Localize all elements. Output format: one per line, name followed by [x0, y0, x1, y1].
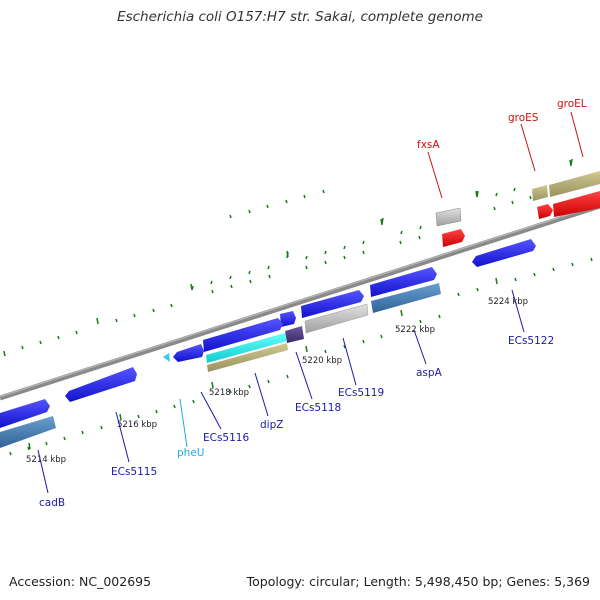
ECs5118-gene[interactable]	[280, 311, 304, 343]
kbp-label-5224: 5224 kbp	[488, 297, 528, 307]
map-title: Escherichia coli O157:H7 str. Sakai, com…	[117, 9, 483, 25]
label-ECs5118: ECs5118	[295, 402, 341, 414]
genome-backbone	[0, 203, 600, 401]
label-ECs5122: ECs5122	[508, 335, 554, 347]
cadB-gene[interactable]	[0, 399, 56, 448]
kbp-label-5220: 5220 kbp	[302, 356, 342, 366]
label-ECs5116: ECs5116	[203, 432, 249, 444]
kbp-label-5222: 5222 kbp	[395, 325, 435, 335]
accession-text: Accession: NC_002695	[9, 574, 152, 589]
label-aspA: aspA	[416, 367, 443, 379]
gene-labels: cadB ECs5115 pheU ECs5116 dipZ ECs5118 E…	[39, 98, 587, 509]
groES-feature[interactable]	[532, 185, 553, 219]
groEL-feature[interactable]	[549, 171, 600, 217]
kbp-label-5214: 5214 kbp	[26, 455, 66, 465]
label-leader-lines	[37, 111, 584, 494]
kbp-scale-labels: 5214 kbp 5216 kbp 5218 kbp 5220 kbp 5222…	[26, 297, 528, 465]
label-ECs5115: ECs5115	[111, 466, 157, 478]
topology-text: Topology: circular; Length: 5,498,450 bp…	[246, 574, 590, 589]
label-groEL: groEL	[557, 98, 587, 110]
label-fxsA: fxsA	[417, 139, 440, 151]
label-cadB: cadB	[39, 497, 65, 509]
ECs5122-gene[interactable]	[472, 239, 536, 267]
kbp-label-5216: 5216 kbp	[117, 420, 157, 430]
label-pheU: pheU	[177, 447, 204, 459]
label-ECs5119: ECs5119	[338, 387, 384, 399]
dipZ-gene[interactable]	[203, 318, 288, 372]
fxsA-feature[interactable]	[435, 207, 465, 247]
ECs5116-gene[interactable]	[173, 344, 204, 362]
inner-tick-row	[9, 257, 593, 456]
label-dipZ: dipZ	[260, 419, 283, 431]
label-groES: groES	[508, 112, 539, 124]
outer-tick-row-aligned	[191, 158, 573, 291]
ECs5115-gene[interactable]	[65, 367, 137, 402]
pheU-gene[interactable]	[163, 353, 170, 362]
aspA-gene[interactable]	[370, 267, 441, 313]
ECs5119-gene[interactable]	[301, 290, 369, 334]
kbp-label-5218: 5218 kbp	[209, 388, 249, 398]
